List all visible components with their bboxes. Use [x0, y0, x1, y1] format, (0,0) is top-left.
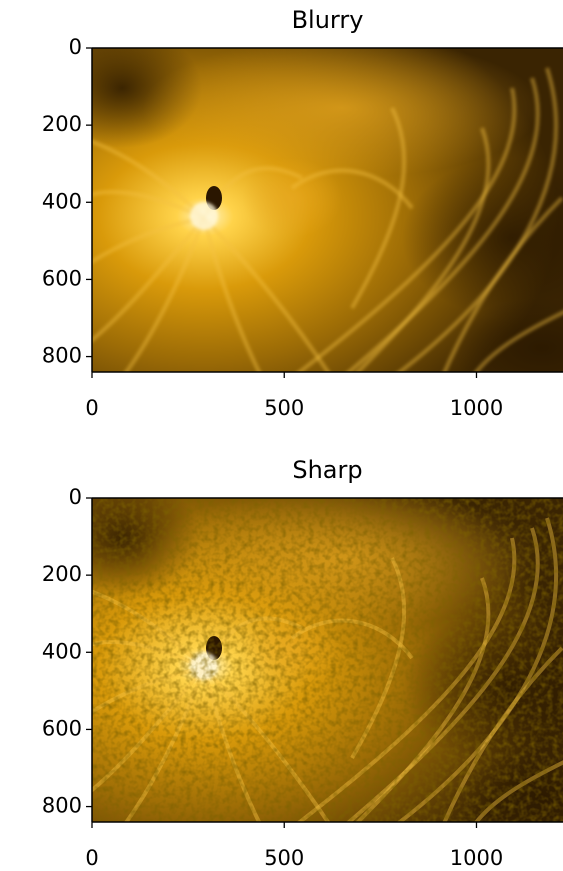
x-tick-label: 1000: [450, 846, 503, 870]
loop: [92, 190, 205, 220]
loop: [92, 216, 206, 343]
bright-region: [242, 158, 342, 238]
grain: [92, 498, 563, 822]
loops: [92, 67, 563, 372]
loop: [396, 67, 558, 372]
y-tick-label: 600: [42, 716, 82, 740]
image-content: [92, 48, 563, 372]
y-tick-label: 800: [42, 794, 82, 818]
solar-image: [92, 48, 563, 372]
x-tick-label: 0: [85, 846, 98, 870]
y-tick-label: 200: [42, 112, 82, 136]
loop: [92, 139, 206, 220]
loop: [123, 217, 206, 372]
x-tick-label: 500: [264, 396, 304, 420]
loop: [290, 168, 414, 210]
bright-region: [142, 48, 542, 178]
y-tick-label: 400: [42, 639, 82, 663]
loop: [473, 310, 563, 372]
y-tick-label: 0: [69, 485, 82, 509]
loop: [202, 217, 262, 372]
solar-image: [92, 498, 563, 822]
loop: [355, 127, 491, 372]
y-tick-label: 0: [69, 35, 82, 59]
y-tick-label: 800: [42, 344, 82, 368]
loop: [442, 196, 563, 372]
loop: [350, 107, 407, 309]
chart-title: Blurry: [292, 6, 364, 34]
bright-core: [190, 202, 218, 230]
x-tick-label: 1000: [450, 396, 503, 420]
dark-region: [452, 298, 563, 372]
y-tick-label: 200: [42, 562, 82, 586]
y-tick-label: 400: [42, 189, 82, 213]
chart-title: Sharp: [292, 456, 362, 484]
x-tick-label: 500: [264, 846, 304, 870]
image-content: [92, 498, 563, 822]
x-tick-label: 0: [85, 396, 98, 420]
y-tick-label: 600: [42, 266, 82, 290]
loop: [296, 87, 517, 372]
